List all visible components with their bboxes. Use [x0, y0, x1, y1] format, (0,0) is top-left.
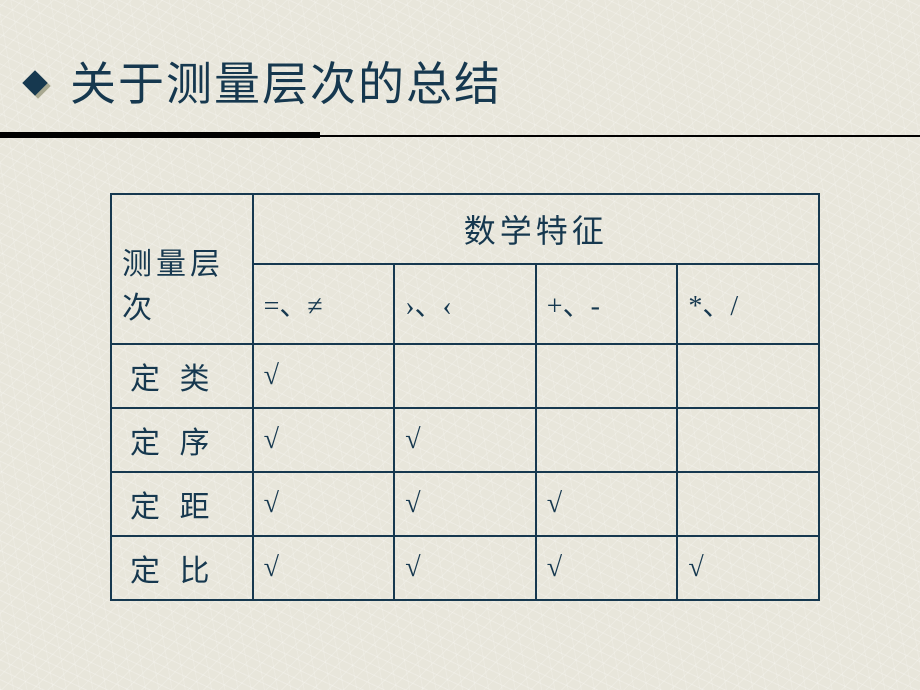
title-underline [0, 132, 920, 138]
title-bullet-icon [26, 74, 50, 98]
table-header-row-1: 测量层次 数学特征 [111, 194, 819, 264]
cell [394, 344, 536, 408]
table-row: 定 序 √ √ [111, 408, 819, 472]
row-label: 定 序 [111, 408, 253, 472]
sub-header-2: +、- [536, 264, 678, 344]
sub-header-3: *、/ [677, 264, 819, 344]
first-col-header: 测量层次 [111, 194, 253, 344]
cell [677, 472, 819, 536]
cell [536, 344, 678, 408]
sub-header-0: =、≠ [253, 264, 395, 344]
sub-header-1: ›、‹ [394, 264, 536, 344]
cell: √ [677, 536, 819, 600]
cell [536, 408, 678, 472]
cell [677, 408, 819, 472]
cell: √ [394, 408, 536, 472]
merged-header: 数学特征 [253, 194, 819, 264]
row-label: 定 距 [111, 472, 253, 536]
cell: √ [536, 472, 678, 536]
title-row: 关于测量层次的总结 [0, 0, 920, 132]
cell [677, 344, 819, 408]
table-row: 定 类 √ [111, 344, 819, 408]
cell: √ [253, 344, 395, 408]
page-title: 关于测量层次的总结 [70, 48, 920, 114]
summary-table-wrap: 测量层次 数学特征 =、≠ ›、‹ +、- *、/ 定 类 √ 定 序 √ √ … [110, 193, 820, 601]
cell: √ [394, 472, 536, 536]
cell: √ [253, 472, 395, 536]
row-label: 定 比 [111, 536, 253, 600]
cell: √ [253, 536, 395, 600]
summary-table: 测量层次 数学特征 =、≠ ›、‹ +、- *、/ 定 类 √ 定 序 √ √ … [110, 193, 820, 601]
row-label: 定 类 [111, 344, 253, 408]
cell: √ [536, 536, 678, 600]
cell: √ [253, 408, 395, 472]
table-row: 定 比 √ √ √ √ [111, 536, 819, 600]
cell: √ [394, 536, 536, 600]
table-row: 定 距 √ √ √ [111, 472, 819, 536]
